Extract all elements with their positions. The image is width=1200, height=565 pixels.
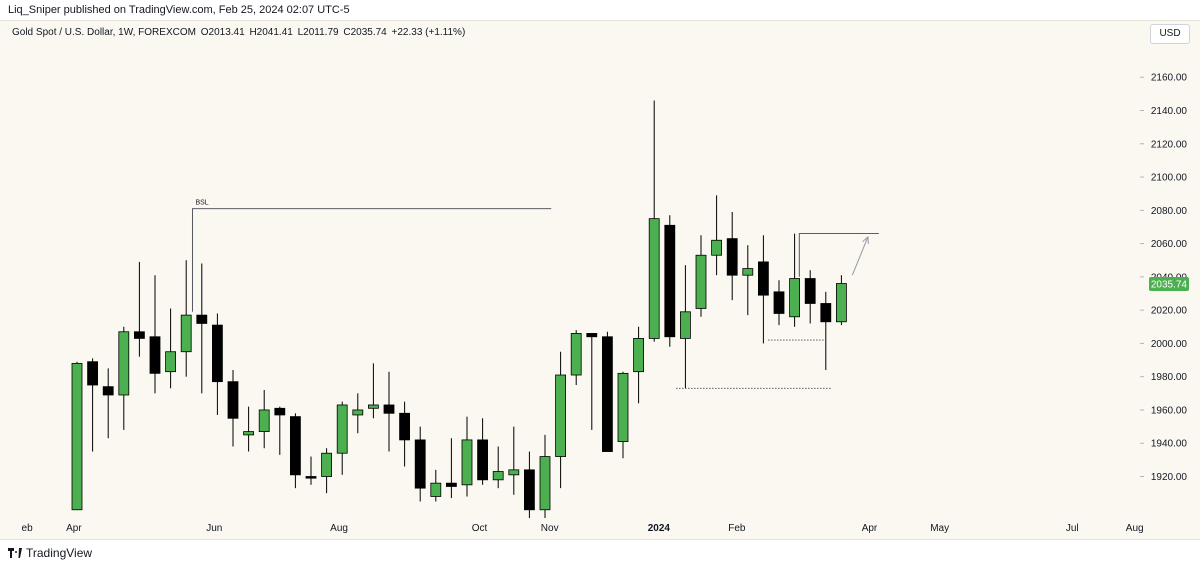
tradingview-logo[interactable]: TradingView	[8, 546, 92, 560]
candle-up	[539, 456, 551, 511]
candle-down	[602, 336, 613, 452]
y-tick-label: 2000.00	[1151, 339, 1188, 350]
published-header: Liq_Sniper published on TradingView.com,…	[0, 0, 1200, 20]
liquidity-line	[191, 208, 552, 312]
y-tick-label: 2140.00	[1151, 106, 1188, 117]
candle-up	[258, 409, 270, 432]
legend-low: L2011.79	[297, 27, 339, 38]
tradingview-brand: TradingView	[26, 546, 93, 560]
candle-down	[149, 336, 161, 374]
candle-up	[789, 278, 800, 318]
published-text: Liq_Sniper published on TradingView.com,…	[8, 4, 350, 16]
y-tick-label: 1960.00	[1151, 405, 1188, 416]
candle-up	[352, 409, 364, 416]
candle-up	[648, 218, 660, 339]
y-tick-label: 2060.00	[1151, 239, 1188, 250]
y-tick-label: 2020.00	[1151, 306, 1188, 317]
liquidity-line	[798, 233, 879, 277]
candle-down	[726, 238, 738, 276]
x-tick-label: eb	[22, 523, 34, 534]
x-tick-label: Aug	[330, 523, 348, 534]
candle-down	[383, 404, 395, 414]
candle-up	[367, 404, 379, 409]
candle-down	[274, 407, 286, 416]
candle-up	[336, 404, 348, 454]
candle-up	[508, 469, 520, 476]
candle-up	[492, 471, 504, 481]
candle-up	[711, 239, 722, 256]
x-tick-label: 2024	[648, 523, 671, 534]
x-tick-label: Apr	[66, 523, 82, 534]
candle-up	[836, 283, 847, 323]
candle-down	[804, 278, 816, 304]
x-tick-label: Oct	[472, 523, 488, 534]
last-price-label: 2035.74	[1151, 279, 1188, 290]
symbol-legend: Gold Spot / U.S. Dollar, 1W, FOREXCOM O2…	[12, 27, 467, 38]
y-tick-label: 2080.00	[1151, 206, 1188, 217]
legend-change: +22.33 (+1.11%)	[391, 27, 466, 38]
candle-down	[102, 386, 114, 396]
y-tick-label: 1920.00	[1151, 472, 1188, 483]
y-tick-label: 1980.00	[1151, 372, 1188, 383]
candle-down	[664, 224, 676, 338]
candle-up	[165, 351, 177, 373]
candle-up	[71, 362, 83, 511]
plot-area: BSL	[71, 100, 879, 518]
candle-up	[555, 374, 566, 457]
y-tick-label: 1940.00	[1151, 439, 1188, 450]
legend-open: O2013.41	[200, 27, 245, 38]
candle-down	[773, 291, 785, 314]
legend-close: C2035.74	[343, 27, 387, 38]
candle-down	[87, 361, 98, 386]
candle-up	[321, 452, 333, 477]
candle-up	[118, 331, 130, 396]
bsl-label: BSL	[195, 200, 208, 207]
candle-up	[695, 254, 707, 309]
legend-symbol[interactable]: Gold Spot / U.S. Dollar, 1W, FOREXCOM	[12, 27, 196, 38]
last-price-tag	[1149, 276, 1189, 291]
candle-up	[180, 314, 192, 353]
candle-up	[633, 338, 644, 373]
candle-down	[133, 331, 145, 339]
x-tick-label: May	[930, 523, 949, 534]
candle-down	[445, 482, 457, 487]
currency-button[interactable]: USD	[1150, 24, 1190, 44]
x-tick-label: Jun	[206, 523, 222, 534]
candle-down	[586, 333, 598, 338]
candle-up	[570, 333, 582, 376]
candle-down	[196, 314, 208, 324]
candle-down	[524, 469, 535, 511]
candle-down	[305, 476, 317, 479]
candle-down	[477, 439, 489, 481]
chart-pane[interactable]	[0, 20, 1200, 540]
y-tick-label: 2120.00	[1151, 139, 1188, 150]
x-tick-label: Apr	[862, 523, 878, 534]
candle-up	[461, 439, 473, 486]
tradingview-icon	[8, 548, 22, 558]
candle-down	[399, 412, 411, 441]
arrow-head	[862, 235, 869, 244]
x-tick-label: Feb	[728, 523, 746, 534]
y-tick-label: 2100.00	[1151, 173, 1188, 184]
projection-arrow	[851, 236, 869, 276]
candle-up	[742, 268, 754, 276]
candle-down	[289, 416, 301, 476]
x-tick-label: Nov	[541, 523, 559, 534]
candle-down	[758, 261, 769, 296]
candle-down	[227, 381, 239, 419]
x-tick-label: Jul	[1066, 523, 1079, 534]
y-tick-label: 2160.00	[1151, 73, 1188, 84]
candle-down	[211, 324, 223, 383]
legend-high: H2041.41	[249, 27, 293, 38]
candle-up	[243, 431, 255, 436]
candle-up	[680, 311, 691, 339]
candle-down	[820, 303, 832, 323]
candle-up	[430, 482, 442, 497]
candle-down	[414, 439, 426, 489]
candle-up	[617, 372, 629, 442]
x-tick-label: Aug	[1126, 523, 1144, 534]
footer: TradingView	[0, 540, 1200, 565]
